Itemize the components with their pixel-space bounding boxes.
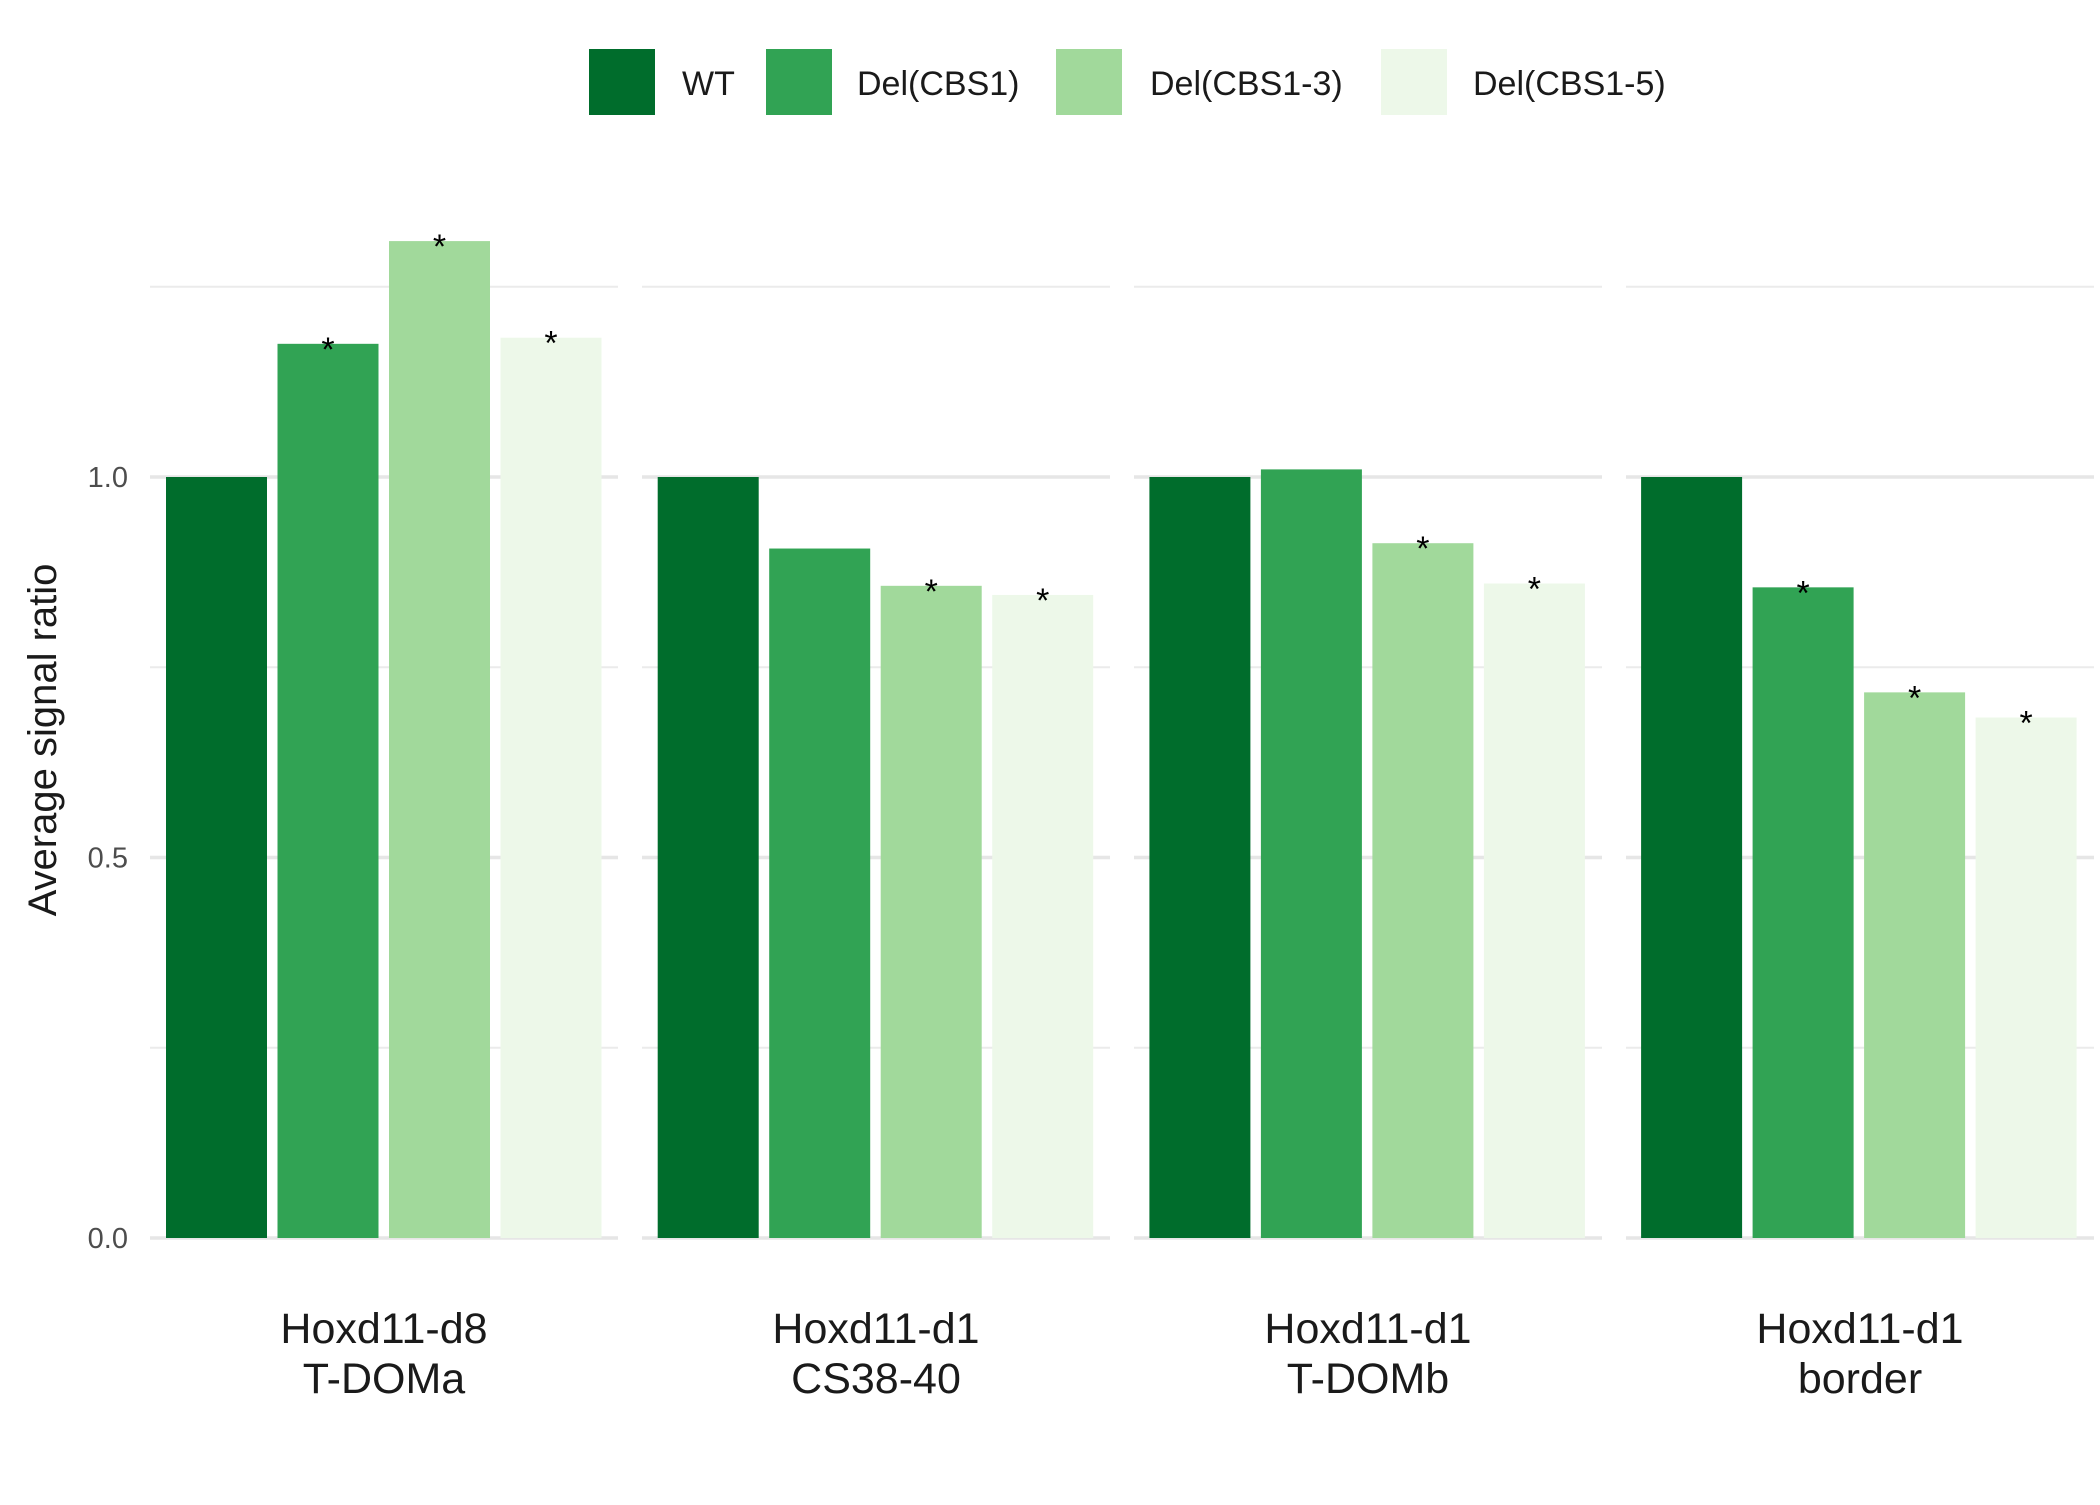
- bar: [1864, 692, 1966, 1238]
- bar: [1483, 583, 1585, 1238]
- facet-label: Hoxd11-d1: [772, 1305, 979, 1353]
- significance-marker: *: [544, 325, 557, 363]
- bar: [657, 477, 759, 1238]
- significance-marker: *: [1908, 679, 1921, 717]
- facet-label: Hoxd11-d8: [280, 1305, 487, 1353]
- bar: [1641, 477, 1743, 1238]
- facet-label: Hoxd11-d1: [1756, 1305, 1963, 1353]
- legend: WT Del(CBS1) Del(CBS1-3) Del(CBS1-5): [589, 49, 1666, 115]
- legend-label: Del(CBS1-5): [1473, 65, 1666, 103]
- y-axis: 0.0 0.5 1.0: [88, 462, 128, 1255]
- legend-swatch: [766, 49, 832, 115]
- y-tick-label: 0.5: [88, 843, 128, 875]
- legend-label: Del(CBS1): [857, 65, 1019, 103]
- bar: [500, 337, 602, 1238]
- bar: [992, 594, 1094, 1238]
- y-axis-title: Average signal ratio: [21, 564, 65, 917]
- bar: [277, 343, 379, 1238]
- bar: [1149, 477, 1251, 1238]
- bar: [389, 241, 490, 1239]
- bar: [880, 585, 982, 1238]
- legend-swatch: [589, 49, 655, 115]
- bar: [1260, 469, 1362, 1238]
- bar: [1975, 717, 2077, 1238]
- legend-label: Del(CBS1-3): [1150, 65, 1343, 103]
- bar: [166, 477, 267, 1238]
- significance-marker: *: [2019, 704, 2032, 742]
- significance-marker: *: [1416, 530, 1429, 568]
- facet-label: T-DOMa: [303, 1355, 466, 1403]
- facet-label: T-DOMb: [1287, 1355, 1449, 1403]
- facet-label: border: [1798, 1355, 1922, 1403]
- facet-label: Hoxd11-d1: [1264, 1305, 1471, 1353]
- legend-swatch: [1056, 49, 1122, 115]
- facet-panels: ***Hoxd11-d8T-DOMa* *Hoxd11-d1CS38-40**Ho…: [150, 228, 2094, 1403]
- significance-marker: *: [1528, 571, 1541, 609]
- significance-marker: *: [925, 573, 938, 611]
- facet-panel: * * Hoxd11-d1T-DOMb: [1134, 285, 1602, 1403]
- bar: [1752, 587, 1854, 1238]
- facet-label: CS38-40: [791, 1355, 961, 1403]
- bar: [1372, 543, 1474, 1238]
- y-tick-label: 1.0: [88, 462, 128, 494]
- legend-swatch: [1381, 49, 1447, 115]
- facet-panel: * * * Hoxd11-d8T-DOMa: [150, 228, 618, 1403]
- y-tick-label: 0.0: [88, 1223, 128, 1255]
- significance-marker: *: [1036, 582, 1049, 620]
- significance-marker: *: [321, 331, 334, 369]
- significance-marker: *: [1796, 574, 1809, 612]
- bar: [769, 548, 871, 1238]
- significance-marker: *: [433, 228, 446, 266]
- legend-label: WT: [682, 65, 735, 103]
